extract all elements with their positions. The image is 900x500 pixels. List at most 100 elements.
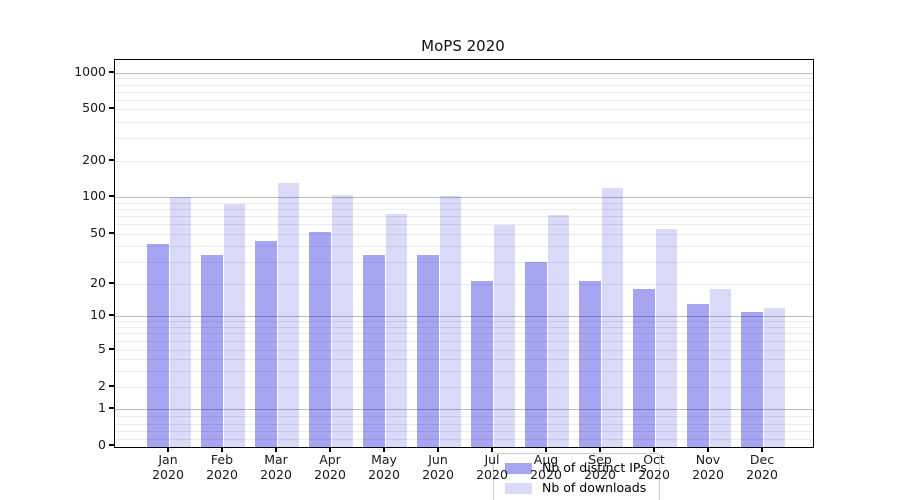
x-tick	[221, 447, 223, 452]
y-tick	[109, 195, 114, 197]
minor-gridline	[115, 350, 813, 351]
legend-swatch-distinct-ips	[505, 462, 532, 474]
x-tick-label-year: 2020	[584, 467, 616, 482]
x-tick-label-month: Dec	[749, 452, 775, 467]
bar-downloads	[547, 214, 569, 447]
minor-gridline	[115, 216, 813, 218]
legend-row-downloads: Nb of downloads	[505, 481, 647, 495]
bar-distinct-ips	[525, 261, 547, 447]
x-tick-label-year: 2020	[368, 467, 400, 482]
x-tick-label-month: Feb	[210, 452, 234, 467]
x-tick-label-year: 2020	[422, 467, 454, 482]
x-tick-label-month: Apr	[319, 452, 341, 467]
x-tick-label: Jun 2020	[410, 452, 466, 482]
minor-gridline	[115, 261, 813, 263]
minor-gridline	[115, 431, 813, 433]
x-tick-label-month: Oct	[643, 452, 665, 467]
bar-distinct-ips	[255, 240, 277, 447]
minor-gridline	[115, 202, 813, 204]
minor-gridline	[115, 234, 813, 235]
bar-distinct-ips	[741, 311, 763, 447]
legend-label-downloads: Nb of downloads	[542, 480, 647, 495]
minor-gridline	[115, 121, 813, 123]
minor-gridline	[115, 208, 813, 210]
minor-gridline	[115, 99, 813, 101]
x-tick-label-year: 2020	[260, 467, 292, 482]
minor-gridline	[115, 416, 813, 418]
bar-downloads	[601, 187, 623, 447]
y-tick-label: 10	[90, 307, 106, 322]
x-tick	[383, 447, 385, 452]
x-tick-label-year: 2020	[314, 467, 346, 482]
bars-layer	[115, 60, 813, 447]
minor-gridline	[115, 246, 813, 248]
y-tick-label: 500	[82, 100, 106, 115]
x-tick	[275, 447, 277, 452]
bar-downloads	[223, 203, 245, 447]
minor-gridline	[115, 321, 813, 323]
major-gridline	[115, 197, 813, 198]
bar-distinct-ips	[417, 255, 439, 447]
minor-gridline	[115, 387, 813, 388]
x-tick	[761, 447, 763, 452]
x-tick-label: Mar 2020	[248, 452, 304, 482]
x-tick-label-year: 2020	[530, 467, 562, 482]
minor-gridline	[115, 284, 813, 285]
y-tick	[109, 282, 114, 284]
x-tick-label-year: 2020	[476, 467, 508, 482]
y-tick	[109, 348, 114, 350]
minor-gridline	[115, 137, 813, 139]
legend-swatch-downloads	[505, 482, 532, 494]
bar-downloads	[439, 195, 461, 447]
bar-distinct-ips	[309, 231, 331, 447]
y-tick	[109, 232, 114, 234]
x-tick-label-month: Aug	[533, 452, 559, 467]
y-tick-label: 20	[90, 275, 106, 290]
x-tick-label: Apr 2020	[302, 452, 358, 482]
minor-gridline	[115, 224, 813, 226]
x-tick-label-month: Sep	[588, 452, 612, 467]
x-tick-label: Oct 2020	[626, 452, 682, 482]
y-tick	[109, 107, 114, 109]
x-tick	[167, 447, 169, 452]
minor-gridline	[115, 370, 813, 372]
minor-gridline	[115, 423, 813, 425]
x-tick-label-month: Jun	[428, 452, 448, 467]
x-tick	[599, 447, 601, 452]
y-tick-label: 1	[98, 400, 106, 415]
bar-distinct-ips	[687, 303, 709, 447]
bar-distinct-ips	[363, 255, 385, 447]
x-tick-label-month: Jan	[158, 452, 178, 467]
minor-gridline	[115, 326, 813, 328]
x-tick	[437, 447, 439, 452]
y-tick	[109, 71, 114, 73]
y-tick	[109, 159, 114, 161]
minor-gridline	[115, 109, 813, 110]
legend-label-distinct-ips: Nb of distinct IPs	[542, 460, 647, 475]
x-tick-label: Nov 2020	[680, 452, 736, 482]
minor-gridline	[115, 78, 813, 80]
x-tick-label-year: 2020	[692, 467, 724, 482]
y-tick	[109, 407, 114, 409]
bar-downloads	[655, 228, 677, 447]
x-tick-label: Aug 2020	[518, 452, 574, 482]
x-tick-label: May 2020	[356, 452, 412, 482]
chart-title: MoPS 2020	[421, 37, 505, 55]
minor-gridline	[115, 341, 813, 343]
y-tick-label: 2	[98, 378, 106, 393]
minor-gridline	[115, 359, 813, 360]
minor-gridline	[115, 333, 813, 335]
x-tick	[329, 447, 331, 452]
x-tick-label-year: 2020	[152, 467, 184, 482]
bar-downloads	[385, 213, 407, 447]
x-tick	[707, 447, 709, 452]
x-tick-label: Dec 2020	[734, 452, 790, 482]
y-tick-label: 0	[98, 437, 106, 452]
major-gridline	[115, 316, 813, 317]
y-tick	[109, 385, 114, 387]
x-tick-label: Sep 2020	[572, 452, 628, 482]
legend: Nb of distinct IPs Nb of downloads	[493, 453, 660, 500]
bar-downloads	[277, 183, 299, 447]
bar-distinct-ips	[471, 281, 493, 447]
